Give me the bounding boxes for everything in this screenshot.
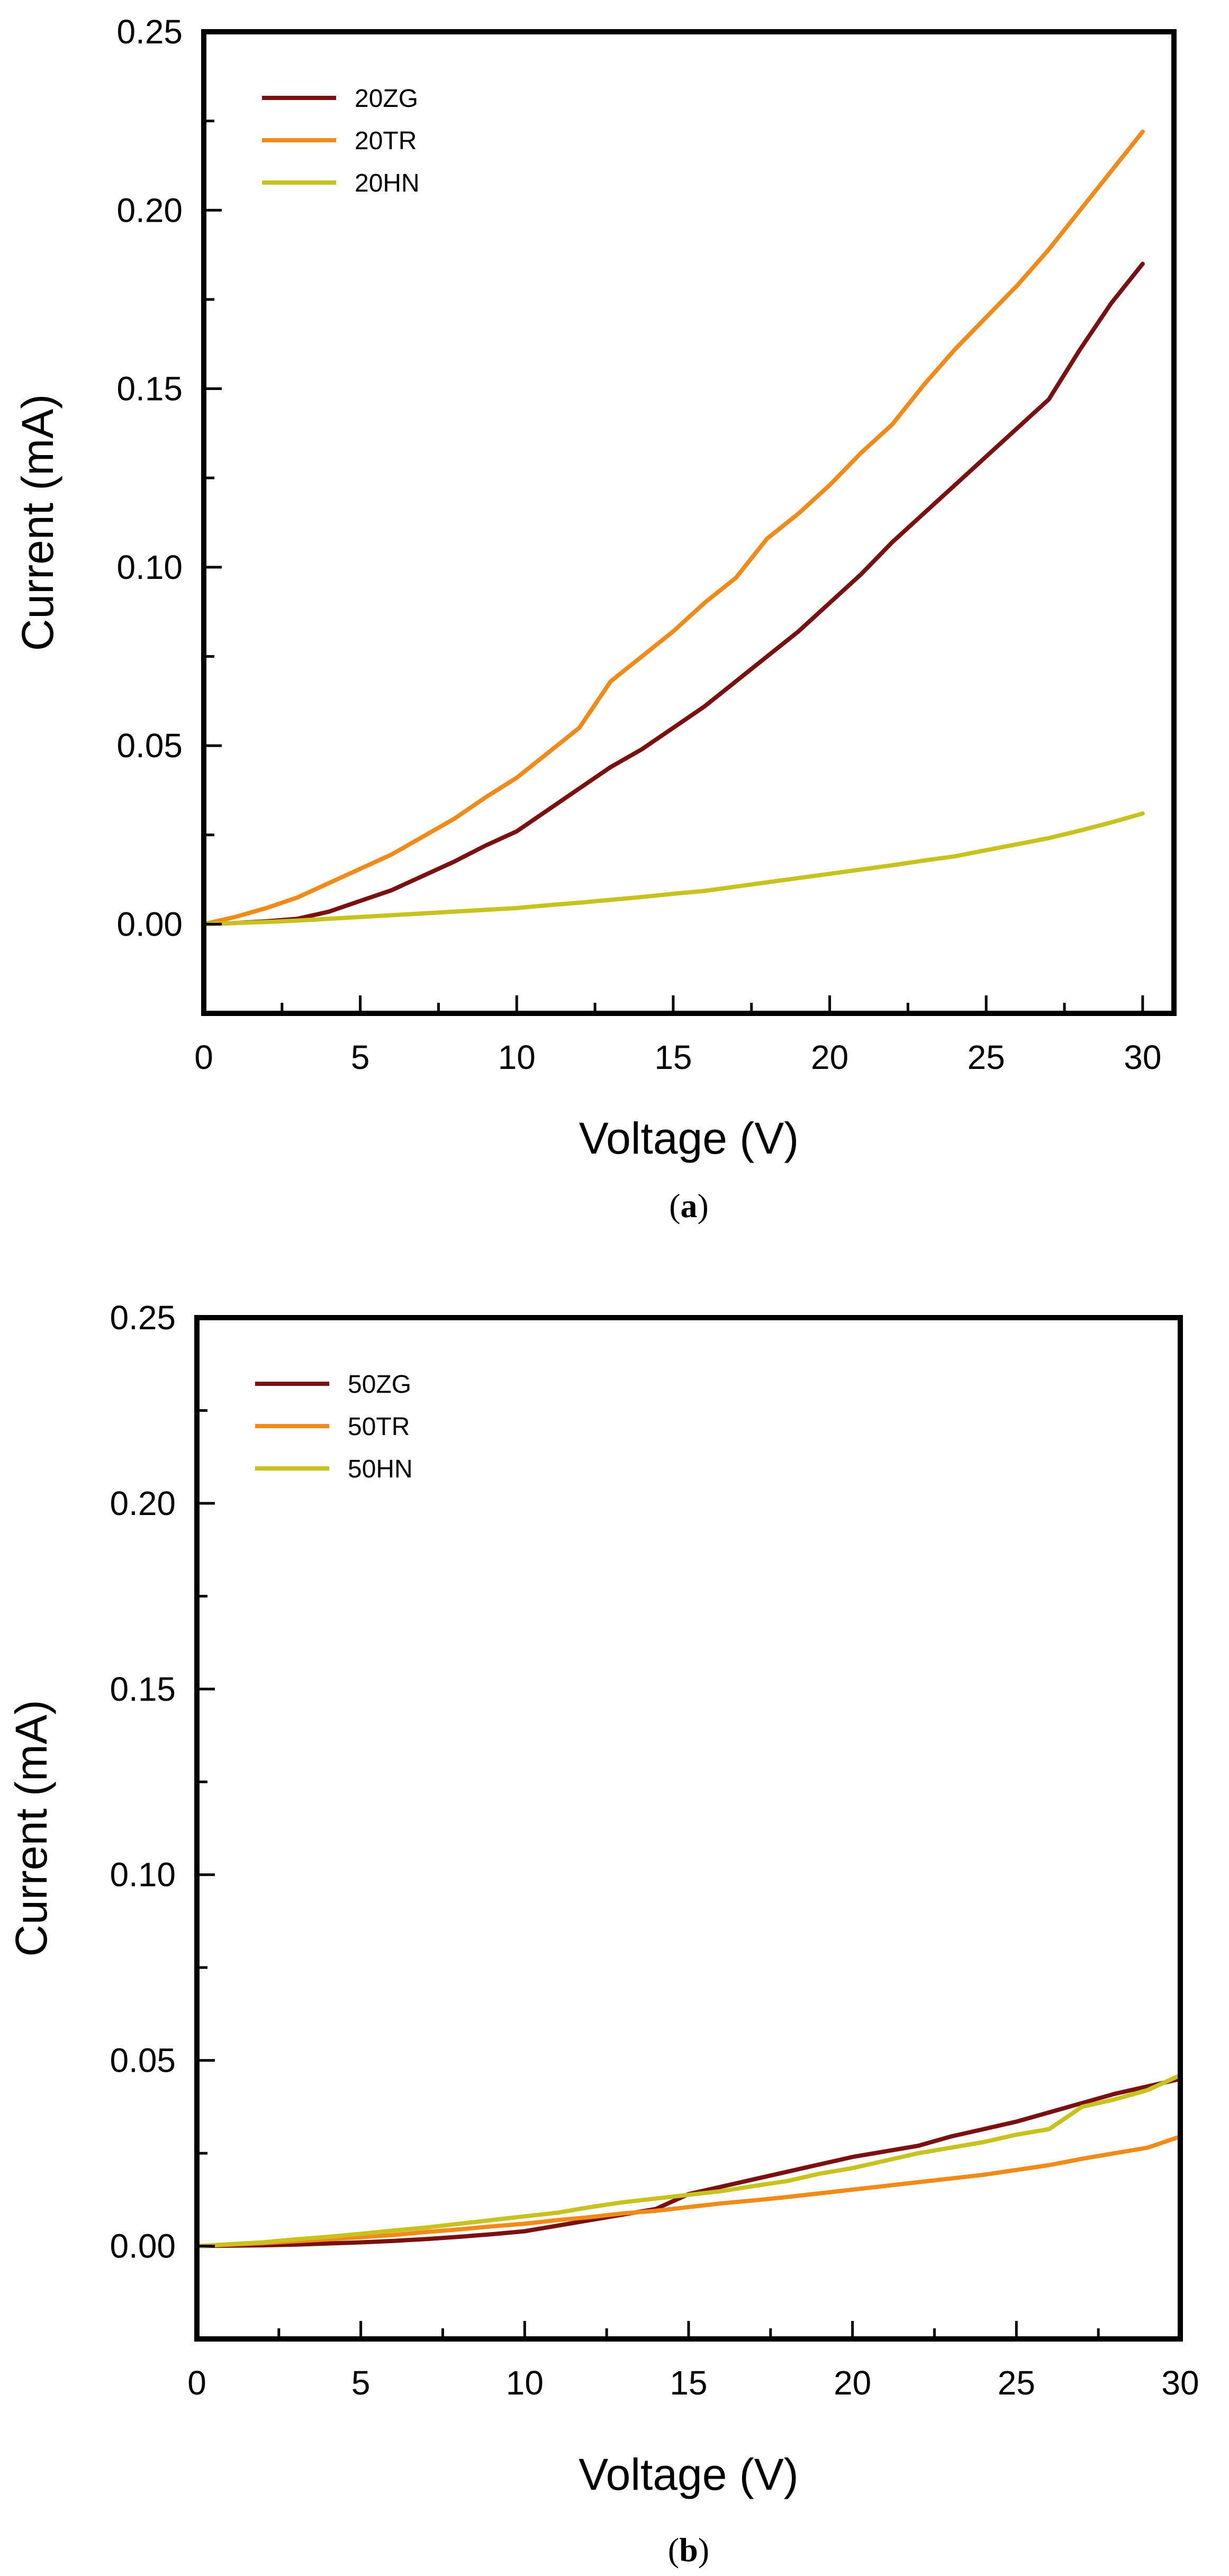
plot-frame xyxy=(194,1315,1183,2342)
series-line-50ZG xyxy=(195,2076,1182,2248)
x-tick-label: 10 xyxy=(506,2364,544,2402)
chart-panel-a: 0 5 10 15 20 25 30 0.00 0.05 0.10 0.15 0.20 0.25 Volt… xyxy=(13,13,1177,1224)
y-tick-label: 0.05 xyxy=(110,2042,176,2080)
x-axis-title: Voltage (V) xyxy=(579,2450,799,2499)
y-tick-label: 0.10 xyxy=(116,548,183,586)
x-tick-label: 15 xyxy=(670,2364,707,2402)
series-group xyxy=(202,129,1145,927)
legend-label: 20TR xyxy=(355,127,417,155)
y-axis-title: Current (mA) xyxy=(13,394,62,651)
x-tick-label: 20 xyxy=(811,1038,848,1076)
series-line-20ZG xyxy=(202,261,1145,927)
x-tick-label: 5 xyxy=(351,2364,370,2402)
x-tick-label: 10 xyxy=(498,1038,536,1076)
caption-letter: b xyxy=(679,2531,698,2569)
caption-letter: a xyxy=(681,1187,698,1224)
y-tick-label: 0.20 xyxy=(110,1484,176,1522)
legend-label: 50HN xyxy=(348,1455,413,1483)
x-tick-label: 0 xyxy=(187,2364,206,2402)
y-tick-label: 0.15 xyxy=(110,1670,176,1708)
y-tick-label: 0.10 xyxy=(110,1856,176,1894)
x-tick-label: 20 xyxy=(834,2364,871,2402)
legend: 20ZG 20TR 20HN xyxy=(262,85,420,197)
panel-caption: (a) xyxy=(669,1187,709,1224)
legend-label: 20HN xyxy=(355,169,420,197)
y-tick-label: 0.05 xyxy=(116,727,183,765)
x-tick-label: 0 xyxy=(194,1038,213,1076)
y-tick-label: 0.25 xyxy=(116,13,183,51)
y-axis: 0.00 0.05 0.10 0.15 0.20 0.25 xyxy=(110,1299,215,2341)
x-axis: 0 5 10 15 20 25 30 xyxy=(187,2321,1199,2402)
caption-close: ) xyxy=(698,1187,709,1224)
y-axis: 0.00 0.05 0.10 0.15 0.20 0.25 xyxy=(116,13,222,1015)
caption-open: ( xyxy=(669,1187,680,1224)
series-line-50HN xyxy=(195,2073,1182,2248)
series-line-20TR xyxy=(202,129,1145,927)
y-tick-label: 0.15 xyxy=(116,370,183,408)
x-tick-label: 15 xyxy=(654,1038,692,1076)
y-tick-label: 0.00 xyxy=(116,905,183,943)
x-tick-label: 25 xyxy=(998,2364,1035,2402)
x-axis: 0 5 10 15 20 25 30 xyxy=(194,995,1161,1076)
y-tick-label: 0.20 xyxy=(116,191,183,229)
series-line-50TR xyxy=(195,2134,1182,2248)
plot-frame xyxy=(201,29,1177,1016)
legend-label: 50ZG xyxy=(348,1371,411,1399)
y-axis-title: Current (mA) xyxy=(6,1700,56,1956)
x-axis-title: Voltage (V) xyxy=(579,1113,799,1163)
x-tick-label: 30 xyxy=(1124,1038,1161,1076)
series-group xyxy=(195,2073,1182,2248)
x-tick-label: 30 xyxy=(1161,2364,1199,2402)
legend-label: 50TR xyxy=(348,1413,410,1441)
panel-caption: (b) xyxy=(668,2531,709,2569)
x-tick-label: 25 xyxy=(968,1038,1005,1076)
chart-panel-b: 0 5 10 15 20 25 30 0.00 0.05 0.10 0.15 0.20 0.25 Volt… xyxy=(6,1299,1199,2569)
y-tick-label: 0.00 xyxy=(110,2227,176,2265)
legend-label: 20ZG xyxy=(355,85,418,113)
y-tick-label: 0.25 xyxy=(110,1299,176,1337)
x-tick-label: 5 xyxy=(351,1038,370,1076)
caption-close: ) xyxy=(698,2531,709,2569)
legend: 50ZG 50TR 50HN xyxy=(255,1371,413,1483)
caption-open: ( xyxy=(668,2531,679,2569)
series-line-20HN xyxy=(202,811,1145,927)
